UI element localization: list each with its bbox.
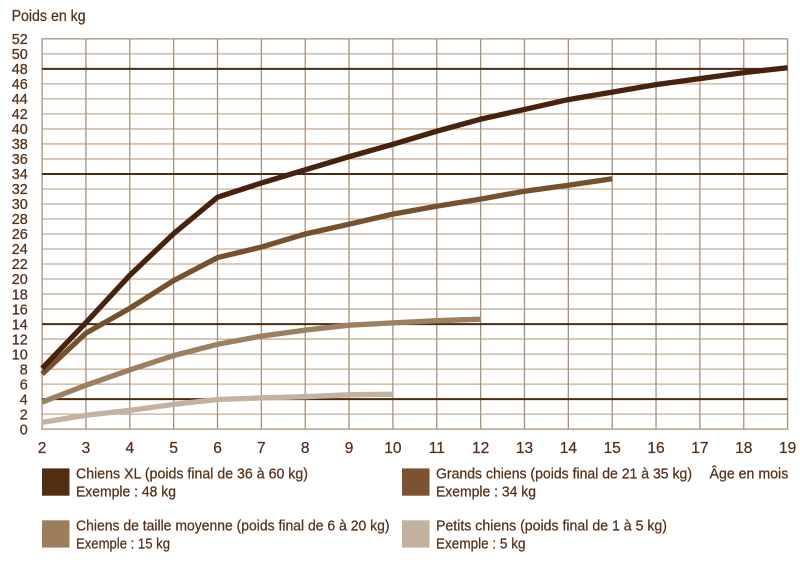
svg-text:17: 17 — [691, 440, 708, 457]
svg-text:Chiens de taille moyenne (poid: Chiens de taille moyenne (poids final de… — [76, 518, 390, 535]
svg-text:15: 15 — [604, 440, 621, 457]
svg-text:38: 38 — [12, 137, 28, 153]
svg-text:8: 8 — [301, 440, 310, 457]
svg-text:7: 7 — [257, 440, 266, 457]
svg-text:10: 10 — [384, 440, 402, 457]
svg-text:4: 4 — [20, 392, 28, 408]
svg-text:50: 50 — [12, 47, 28, 63]
svg-text:Exemple : 5 kg: Exemple : 5 kg — [436, 536, 526, 553]
svg-text:11: 11 — [429, 440, 445, 457]
svg-text:12: 12 — [12, 332, 28, 348]
svg-text:14: 14 — [560, 440, 578, 457]
svg-text:30: 30 — [12, 197, 28, 213]
svg-text:18: 18 — [12, 287, 28, 303]
svg-text:44: 44 — [12, 92, 28, 108]
svg-text:10: 10 — [12, 347, 28, 363]
svg-text:5: 5 — [169, 440, 178, 457]
svg-text:16: 16 — [647, 440, 664, 457]
svg-text:Exemple : 15 kg: Exemple : 15 kg — [76, 536, 170, 553]
svg-text:46: 46 — [12, 77, 28, 93]
svg-text:4: 4 — [125, 440, 134, 457]
svg-text:28: 28 — [12, 212, 28, 228]
svg-text:6: 6 — [20, 377, 28, 393]
svg-text:Poids en kg: Poids en kg — [12, 8, 86, 25]
svg-text:52: 52 — [12, 32, 28, 48]
svg-text:Âge en mois: Âge en mois — [710, 466, 789, 483]
svg-text:13: 13 — [516, 440, 533, 457]
svg-text:8: 8 — [20, 362, 28, 378]
svg-text:24: 24 — [12, 242, 28, 258]
svg-text:22: 22 — [12, 257, 28, 273]
svg-text:19: 19 — [779, 440, 796, 457]
svg-text:20: 20 — [12, 272, 28, 288]
svg-text:14: 14 — [12, 317, 28, 333]
svg-text:16: 16 — [12, 302, 28, 318]
svg-text:32: 32 — [12, 182, 28, 198]
svg-text:3: 3 — [82, 440, 91, 457]
svg-text:26: 26 — [12, 227, 28, 243]
svg-text:40: 40 — [12, 122, 28, 138]
svg-text:0: 0 — [20, 422, 28, 438]
svg-text:Exemple : 48 kg: Exemple : 48 kg — [76, 484, 176, 501]
svg-text:18: 18 — [735, 440, 752, 457]
svg-text:36: 36 — [12, 152, 28, 168]
svg-text:6: 6 — [213, 440, 222, 457]
svg-text:12: 12 — [472, 440, 489, 457]
svg-text:42: 42 — [12, 107, 28, 123]
svg-text:Exemple : 34 kg: Exemple : 34 kg — [436, 484, 536, 501]
svg-text:Grands chiens (poids final de: Grands chiens (poids final de 21 à 35 kg… — [436, 466, 692, 483]
svg-text:34: 34 — [12, 167, 28, 183]
svg-text:2: 2 — [20, 407, 28, 423]
svg-text:48: 48 — [12, 62, 28, 78]
svg-text:Petits chiens (poids final de: Petits chiens (poids final de 1 à 5 kg) — [436, 518, 667, 535]
svg-text:2: 2 — [38, 440, 47, 457]
svg-text:9: 9 — [345, 440, 354, 457]
svg-text:Chiens XL (poids final de 36 à: Chiens XL (poids final de 36 à 60 kg) — [76, 466, 308, 483]
